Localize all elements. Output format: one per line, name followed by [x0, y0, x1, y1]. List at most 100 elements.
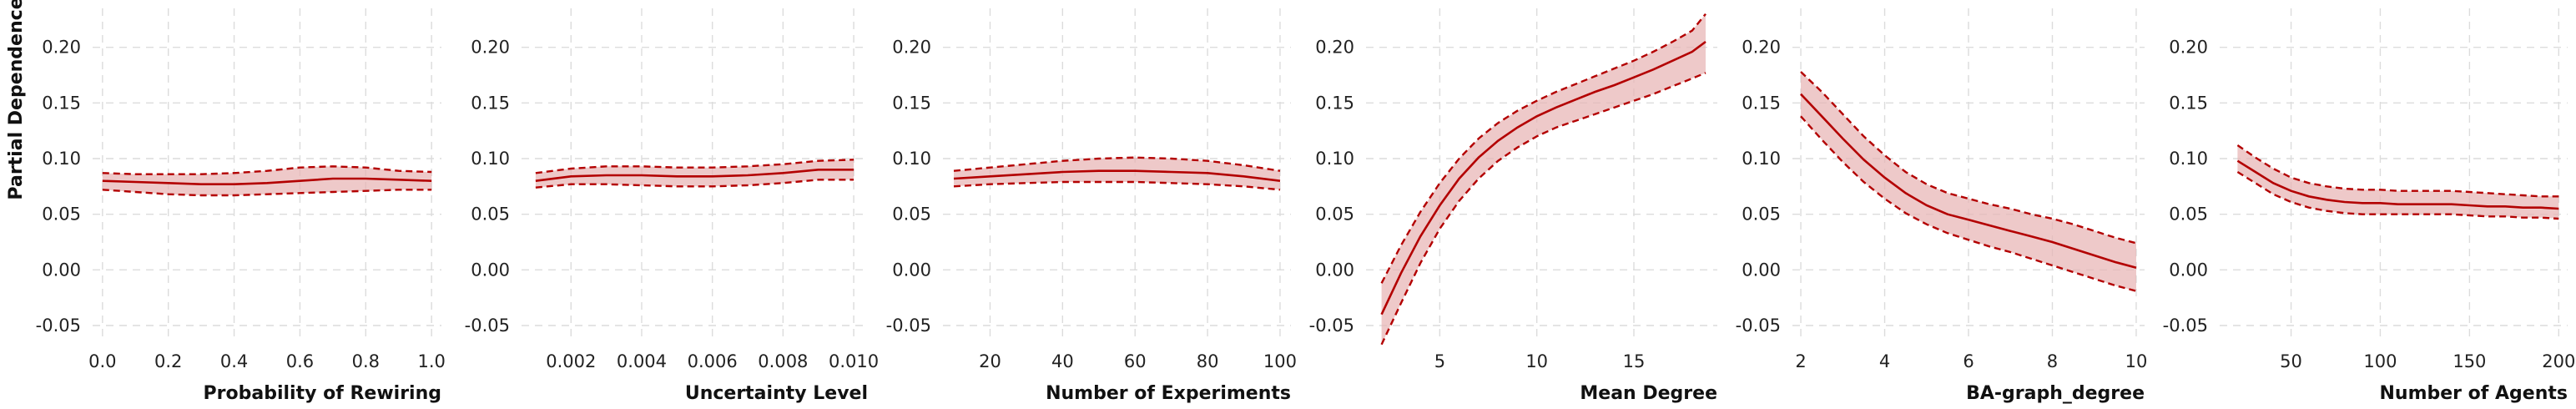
x-axis-label: Uncertainty Level [685, 383, 868, 404]
x-tick-label: 60 [1124, 351, 1147, 371]
y-tick-label: 0.00 [2169, 260, 2208, 280]
subplot-5: -0.05 0.00 0.05 0.10 0.15 0.20 2 4 6 8 10 BA-graph_… [1736, 8, 2148, 404]
x-tick-label: 100 [2363, 351, 2397, 371]
y-tick-label: 0.20 [471, 38, 510, 58]
x-tick-label: 4 [1879, 351, 1890, 371]
y-tick-label: 0.00 [892, 260, 931, 280]
y-tick-label: 0.05 [471, 204, 510, 225]
x-axis-label: Mean Degree [1580, 383, 1717, 404]
mean-line [1380, 40, 1706, 316]
y-tick-label: 0.15 [471, 93, 510, 113]
y-tick-label: -0.05 [36, 316, 81, 336]
confidence-band [1381, 13, 1706, 345]
subplot-panels: -0.05 0.00 0.05 0.10 0.15 0.20 0.0 0.2 0.4 0.6 0.8… [36, 8, 2575, 404]
x-tick-label: 0.002 [546, 351, 596, 371]
lower-bound-line [535, 179, 854, 189]
x-tick-label: 2 [1795, 351, 1806, 371]
y-tick-label: -0.05 [1736, 316, 1781, 336]
x-tick-label: 0.2 [154, 351, 182, 371]
y-tick-label: 0.15 [1742, 93, 1781, 113]
x-tick-label: 50 [2280, 351, 2302, 371]
x-tick-label: 0.8 [352, 351, 380, 371]
y-tick-label: 0.10 [2169, 149, 2208, 169]
y-tick-label: 0.05 [1742, 204, 1781, 225]
y-tick-label: 0.00 [1315, 260, 1354, 280]
y-tick-label: 0.05 [2169, 204, 2208, 225]
x-tick-label: 8 [2047, 351, 2058, 371]
x-tick-label: 6 [1963, 351, 1974, 371]
subplot-1: -0.05 0.00 0.05 0.10 0.15 0.20 0.0 0.2 0.4 0.6 0.8… [36, 8, 446, 404]
x-tick-label: 0.010 [829, 351, 879, 371]
confidence-band [2237, 145, 2559, 219]
x-axis-label: Number of Agents [2380, 383, 2568, 404]
y-tick-label: -0.05 [465, 316, 510, 336]
subplot-2: -0.05 0.00 0.05 0.10 0.15 0.20 0.002 0.004 0.006… [465, 8, 879, 404]
x-tick-label: 200 [2542, 351, 2575, 371]
x-axis-label: Probability of Rewiring [204, 383, 441, 404]
x-axis-label: Number of Experiments [1046, 383, 1291, 404]
confidence-band [102, 166, 432, 195]
mean-line [535, 169, 854, 182]
y-tick-label: 0.20 [1742, 38, 1781, 58]
lower-bound-line [1380, 72, 1706, 346]
y-tick-label: 0.10 [42, 149, 81, 169]
y-tick-label: 0.15 [42, 93, 81, 113]
upper-bound-line [1800, 71, 2137, 245]
mean-line [102, 177, 432, 185]
mean-line [953, 169, 1281, 182]
y-tick-label: 0.05 [1315, 204, 1354, 225]
y-tick-label: 0.10 [1742, 149, 1781, 169]
y-tick-label: 0.05 [892, 204, 931, 225]
x-tick-label: 0.006 [688, 351, 738, 371]
y-tick-label: 0.10 [1315, 149, 1354, 169]
y-tick-label: -0.05 [1309, 316, 1354, 336]
subplot-6: -0.05 0.00 0.05 0.10 0.15 0.20 50 100 150 200 Numb… [2163, 8, 2575, 404]
upper-bound-line [1380, 13, 1706, 284]
y-tick-label: 0.05 [42, 204, 81, 225]
y-tick-label: 0.10 [892, 149, 931, 169]
y-tick-label: 0.10 [471, 149, 510, 169]
x-tick-label: 20 [979, 351, 1001, 371]
subplot-4: -0.05 0.00 0.05 0.10 0.15 0.20 5 10 15 Mean Degre… [1309, 8, 1717, 404]
figure-y-axis-label: Partial Dependence [6, 0, 27, 200]
confidence-band [1801, 72, 2136, 291]
upper-bound-line [102, 165, 432, 175]
lower-bound-line [953, 180, 1281, 191]
subplot-3: -0.05 0.00 0.05 0.10 0.15 0.20 20 40 60 80 100 Numb… [886, 8, 1297, 404]
y-tick-label: 0.00 [42, 260, 81, 280]
lower-bound-line [1800, 115, 2137, 292]
x-tick-label: 0.4 [220, 351, 248, 371]
y-tick-label: 0.20 [2169, 38, 2208, 58]
x-tick-label: 0.0 [88, 351, 116, 371]
x-tick-label: 10 [1525, 351, 1548, 371]
confidence-band [954, 157, 1280, 190]
y-tick-label: 0.15 [1315, 93, 1354, 113]
y-tick-label: 0.00 [1742, 260, 1781, 280]
x-tick-label: 5 [1434, 351, 1445, 371]
y-tick-label: 0.15 [892, 93, 931, 113]
x-tick-label: 15 [1623, 351, 1646, 371]
x-tick-label: 0.6 [286, 351, 314, 371]
upper-bound-line [535, 159, 854, 174]
x-tick-label: 80 [1197, 351, 1219, 371]
y-tick-label: 0.15 [2169, 93, 2208, 113]
y-tick-label: 0.20 [42, 38, 81, 58]
y-tick-label: 0.20 [1315, 38, 1354, 58]
y-tick-label: -0.05 [2163, 316, 2208, 336]
x-tick-label: 40 [1051, 351, 1074, 371]
x-tick-label: 1.0 [417, 351, 445, 371]
x-tick-label: 0.008 [758, 351, 808, 371]
x-tick-label: 0.004 [617, 351, 667, 371]
mean-line [1800, 93, 2137, 269]
y-tick-label: 0.00 [471, 260, 510, 280]
x-tick-label: 150 [2452, 351, 2486, 371]
lower-bound-line [102, 189, 432, 197]
x-tick-label: 100 [1263, 351, 1297, 371]
x-tick-label: 10 [2125, 351, 2148, 371]
lower-bound-line [2236, 170, 2559, 220]
y-tick-label: 0.20 [892, 38, 931, 58]
x-axis-label: BA-graph_degree [1966, 383, 2145, 404]
mean-line [2236, 159, 2559, 210]
upper-bound-line [953, 156, 1281, 172]
